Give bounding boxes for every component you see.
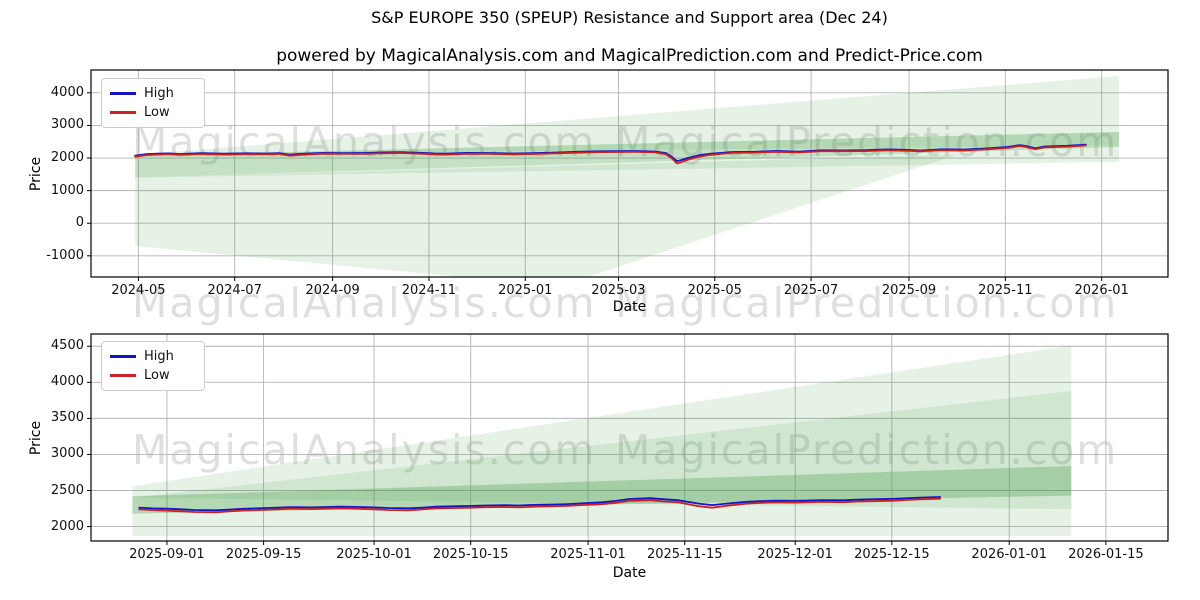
legend-entry-high: High bbox=[110, 347, 196, 366]
watermark-text: MagicalPrediction.com bbox=[615, 279, 1119, 327]
legend-entry-low: Low bbox=[110, 103, 196, 122]
trend-band-area bbox=[135, 131, 1119, 178]
watermark-text: MagicalPrediction.com bbox=[615, 426, 1119, 474]
support-under-strip-area bbox=[135, 146, 1119, 178]
legend-label-low: Low bbox=[144, 105, 170, 120]
trend-band-area bbox=[132, 466, 1072, 514]
support-deep-left-area bbox=[135, 154, 957, 277]
bottom-chart-border bbox=[90, 333, 1169, 542]
high-line bbox=[138, 496, 942, 512]
watermark-text: MagicalAnalysis.com bbox=[132, 279, 597, 327]
resistance-cone-upper-area bbox=[135, 75, 1119, 155]
legend-label-high: High bbox=[144, 349, 174, 364]
legend-label-high: High bbox=[144, 86, 174, 101]
legend-bottom-chart: High Low bbox=[101, 341, 205, 391]
resistance-cone-outer-area bbox=[132, 345, 1072, 536]
legend-entry-low: Low bbox=[110, 366, 196, 385]
legend-entry-high: High bbox=[110, 84, 196, 103]
resistance-cone-inner-area bbox=[132, 391, 1072, 510]
legend-top-chart: High Low bbox=[101, 78, 205, 128]
top-chart-border bbox=[90, 69, 1169, 278]
low-line bbox=[134, 144, 1087, 165]
legend-label-low: Low bbox=[144, 368, 170, 383]
low-line-swatch bbox=[110, 374, 136, 377]
low-line bbox=[138, 497, 942, 514]
high-line-swatch bbox=[110, 92, 136, 95]
high-line-swatch bbox=[110, 355, 136, 358]
watermark-text: MagicalAnalysis.com bbox=[132, 426, 597, 474]
low-line-swatch bbox=[110, 111, 136, 114]
